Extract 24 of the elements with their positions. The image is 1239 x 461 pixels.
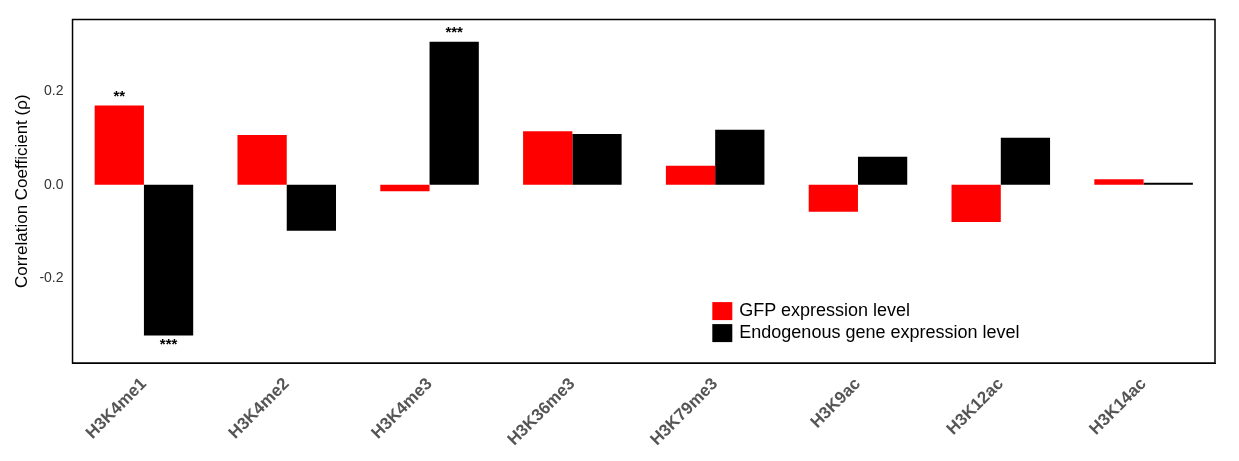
bar bbox=[1000, 137, 1051, 185]
y-tick-label: -0.2 bbox=[39, 268, 64, 285]
bar bbox=[951, 184, 1001, 222]
y-tick-label: 0.0 bbox=[44, 175, 64, 192]
bar bbox=[1094, 179, 1144, 185]
annotation: *** bbox=[445, 23, 464, 41]
bar bbox=[857, 156, 908, 185]
annotation: *** bbox=[159, 335, 178, 353]
bar bbox=[523, 131, 573, 185]
bar bbox=[237, 134, 287, 185]
bar bbox=[143, 184, 194, 336]
legend-label: Endogenous gene expression level bbox=[739, 322, 1020, 343]
legend-label: GFP expression level bbox=[739, 300, 911, 321]
bar bbox=[808, 184, 858, 212]
annotation: ** bbox=[113, 87, 126, 105]
bar bbox=[94, 105, 144, 185]
bar bbox=[380, 184, 430, 192]
bar bbox=[572, 133, 622, 185]
bar bbox=[286, 184, 337, 231]
bar bbox=[665, 165, 716, 185]
bar bbox=[429, 41, 479, 185]
y-axis-title: Correlation Coefficient (ρ) bbox=[11, 94, 31, 289]
bar bbox=[715, 129, 765, 185]
y-tick-label: 0.2 bbox=[44, 82, 64, 99]
